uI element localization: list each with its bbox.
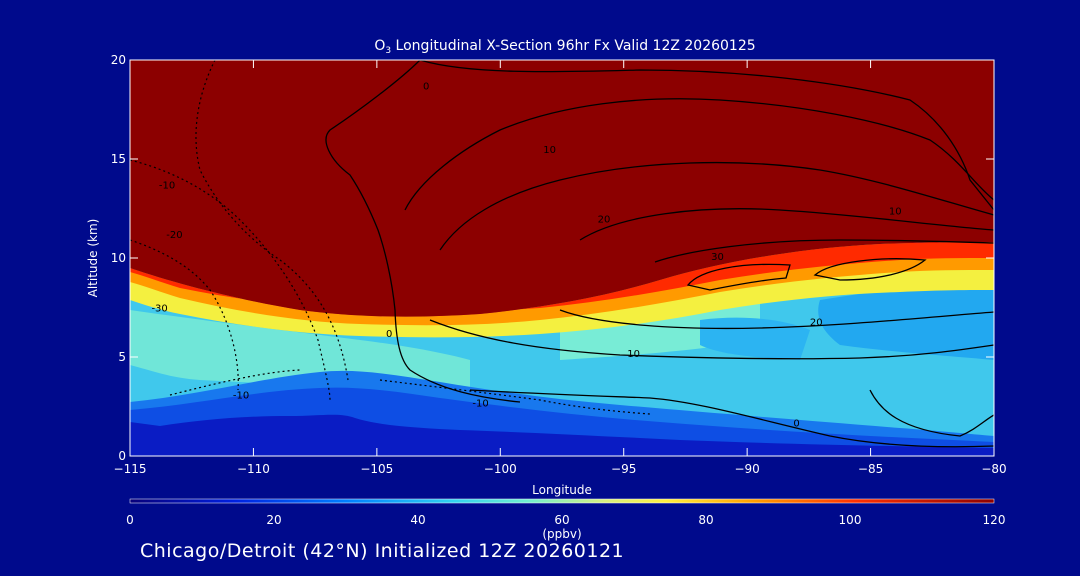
contour-label: 10 [627, 349, 640, 360]
x-tick-label: −95 [611, 462, 636, 476]
colorbar-tick-label: 100 [839, 513, 862, 527]
y-tick-label: 20 [111, 53, 126, 67]
contour-label: 0 [386, 329, 392, 340]
x-tick-label: −80 [981, 462, 1006, 476]
y-tick-label: 0 [118, 449, 126, 463]
contour-twenty-lower [559, 309, 994, 330]
contour-thirty-cell-west [686, 263, 791, 291]
colorbar-tick-label: 40 [410, 513, 425, 527]
x-tick-label: −115 [114, 462, 147, 476]
contours [325, 60, 994, 448]
contour-label: 30 [711, 252, 724, 263]
heat-blue-patch-east [818, 282, 994, 360]
contour-neg-thirty [130, 239, 239, 391]
contour-label: 20 [598, 214, 611, 225]
contour-ten-lower [429, 319, 994, 360]
x-tick-label: −100 [484, 462, 517, 476]
y-axis: 0 5 10 15 20 [111, 53, 994, 463]
plot-area: 0 0 0 10 10 10 20 20 30 -10 -20 -30 -10 -10 [130, 60, 994, 456]
contour-neg-ten-east [379, 379, 651, 415]
y-tick-label: 5 [118, 350, 126, 364]
contour-label: 20 [810, 317, 823, 328]
colorbar [129, 498, 995, 504]
contour-label: 0 [423, 82, 429, 93]
contour-neg-twenty-upper [130, 159, 331, 401]
contour-labels: 0 0 0 10 10 10 20 20 30 -10 -20 -30 -10 -10 [151, 82, 901, 430]
contour-thirty-cell-east [813, 258, 927, 281]
colorbar-unit: (ppbv) [542, 527, 581, 541]
chart-title: O3 Longitudinal X-Section 96hr Fx Valid … [374, 38, 755, 56]
y-tick-label: 15 [111, 152, 126, 166]
colorbar-tick-label: 0 [126, 513, 134, 527]
contour-label: -30 [151, 303, 167, 314]
contour-label: -10 [159, 181, 175, 192]
contours-negative [130, 60, 651, 415]
colorbar-ticks: 0 20 40 60 80 100 120 [126, 513, 1005, 527]
heat-stratosphere [130, 60, 994, 317]
contour-twenty-upper [439, 161, 994, 251]
contour-thirty-ring [654, 239, 994, 263]
contour-ten-inner [404, 98, 994, 211]
contour-label: -20 [166, 230, 182, 241]
colorbar-tick-label: 80 [698, 513, 713, 527]
x-tick-label: −85 [858, 462, 883, 476]
colorbar-tick-label: 120 [983, 513, 1006, 527]
heat-tropopause-red [130, 242, 994, 317]
heat-surface-dark [130, 414, 994, 456]
title-species: O [374, 38, 385, 54]
x-axis-label: Longitude [532, 483, 592, 497]
contour-label: -10 [472, 399, 488, 410]
title-subscript: 3 [385, 46, 391, 56]
contour-label: 10 [889, 206, 902, 217]
contour-neg-ten-upper [195, 60, 349, 381]
contour-label: 10 [543, 145, 556, 156]
colorbar-tick-label: 60 [554, 513, 569, 527]
x-tick-label: −110 [237, 462, 270, 476]
y-tick-label: 10 [111, 251, 126, 265]
x-tick-label: −105 [360, 462, 393, 476]
contour-neg-ten-lower [169, 369, 301, 396]
contour-ten-outer [419, 60, 994, 211]
footer-caption: Chicago/Detroit (42°N) Initialized 12Z 2… [140, 540, 625, 562]
x-tick-label: −90 [734, 462, 759, 476]
heat-aqua-patch-west [130, 310, 470, 395]
contour-zero-east [869, 389, 994, 437]
title-text: Longitudinal X-Section 96hr Fx Valid 12Z… [391, 38, 756, 54]
contour-zero-main [325, 60, 521, 403]
x-axis: −115 −110 −105 −100 −95 −90 −85 −80 [114, 60, 1007, 476]
contour-zero-lower [469, 389, 994, 448]
contour-label: 0 [793, 418, 799, 429]
contour-label: -10 [233, 391, 249, 402]
colorbar-tick-label: 20 [266, 513, 281, 527]
y-axis-label: Altitude (km) [86, 219, 100, 298]
contour-twenty-mid [579, 208, 994, 241]
